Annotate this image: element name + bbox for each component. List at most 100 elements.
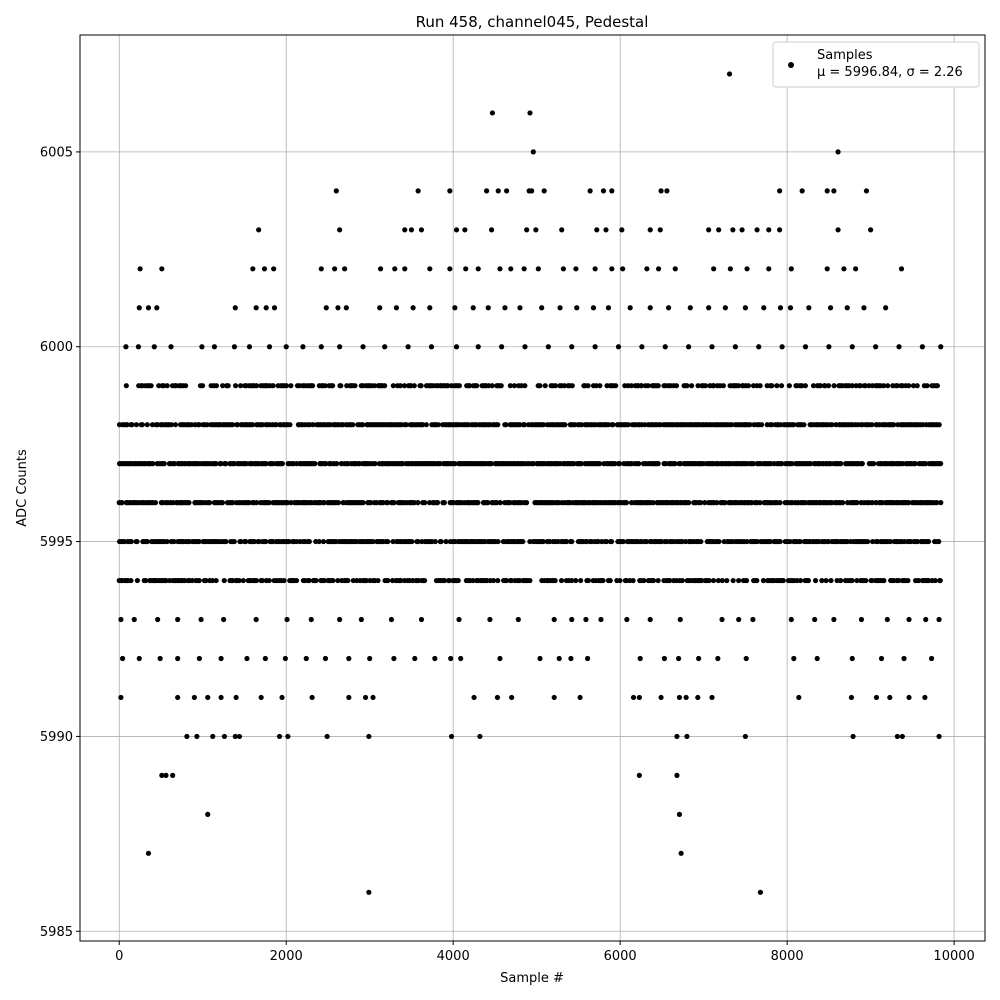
data-point: [189, 577, 195, 584]
data-point: [769, 383, 775, 389]
data-point: [219, 500, 226, 506]
data-point: [382, 383, 388, 389]
data-point: [452, 461, 458, 467]
data-point: [806, 305, 812, 311]
data-point: [912, 461, 918, 467]
data-point: [136, 305, 142, 311]
data-point: [617, 577, 623, 584]
data-point: [370, 694, 376, 701]
data-point: [569, 616, 575, 623]
data-point: [497, 655, 503, 662]
data-point: [777, 188, 783, 194]
data-point: [624, 616, 630, 623]
data-point: [881, 577, 887, 584]
data-point: [377, 305, 383, 311]
data-point: [537, 655, 543, 662]
data-point: [541, 188, 547, 194]
data-point: [924, 383, 930, 389]
data-point: [196, 538, 202, 545]
data-point: [923, 461, 929, 467]
data-point: [645, 383, 651, 389]
data-point: [678, 850, 684, 856]
data-point: [801, 422, 807, 428]
data-point: [358, 616, 364, 623]
data-point: [679, 538, 685, 545]
data-point: [221, 616, 227, 623]
data-point: [779, 461, 785, 467]
data-point: [343, 305, 349, 311]
data-point: [859, 461, 865, 467]
data-point: [507, 383, 513, 389]
data-point: [539, 305, 545, 311]
data-point: [739, 227, 745, 233]
data-point: [203, 577, 209, 584]
data-point: [722, 305, 728, 311]
data-point: [490, 577, 497, 584]
data-point: [600, 577, 606, 584]
data-point: [573, 266, 579, 272]
data-point: [743, 655, 749, 662]
data-point: [159, 772, 165, 778]
x-tick-label: 0: [115, 949, 123, 964]
data-point: [256, 227, 262, 233]
data-point: [612, 461, 618, 467]
data-point: [306, 577, 312, 584]
data-point: [231, 538, 237, 545]
data-point: [745, 383, 752, 389]
data-point: [848, 694, 855, 701]
data-point: [786, 383, 792, 389]
data-point: [171, 538, 177, 545]
data-point: [488, 227, 495, 233]
data-point: [698, 538, 704, 545]
data-point: [664, 188, 670, 194]
data-point: [409, 538, 415, 545]
data-point: [551, 616, 557, 623]
data-point: [598, 616, 604, 623]
data-point: [938, 344, 944, 350]
data-point: [232, 305, 238, 311]
data-point: [276, 733, 283, 740]
data-point: [679, 577, 685, 584]
data-point: [563, 538, 570, 545]
data-point: [475, 344, 481, 350]
data-point: [220, 383, 226, 389]
data-point: [597, 383, 603, 389]
data-point: [258, 694, 264, 701]
x-tick-label: 6000: [604, 949, 637, 964]
data-point: [695, 694, 701, 701]
data-point: [346, 694, 352, 701]
data-point: [869, 577, 875, 584]
data-point: [545, 344, 551, 350]
data-point: [608, 538, 615, 545]
data-point: [199, 383, 206, 389]
data-point: [330, 577, 336, 584]
data-point: [817, 383, 824, 389]
data-point: [854, 577, 860, 584]
x-tick-label: 4000: [437, 949, 470, 964]
data-point: [760, 577, 767, 584]
data-point: [494, 694, 501, 701]
data-point: [123, 383, 129, 389]
data-point: [511, 383, 517, 389]
plot-area-frame: [79, 34, 986, 942]
data-point: [401, 383, 408, 389]
data-point: [432, 655, 438, 662]
data-point: [934, 383, 940, 389]
data-point: [658, 188, 664, 194]
data-point: [605, 422, 611, 428]
data-point: [175, 616, 181, 623]
data-point: [196, 577, 202, 584]
data-point: [410, 305, 416, 311]
data-point: [129, 422, 135, 428]
data-point: [230, 500, 236, 506]
data-point: [887, 538, 894, 545]
data-point: [569, 538, 575, 545]
data-point: [309, 383, 316, 389]
data-point: [462, 227, 468, 233]
data-point: [321, 577, 327, 584]
data-point: [253, 616, 259, 623]
data-point: [367, 655, 373, 662]
legend-box: [772, 41, 980, 88]
data-point: [475, 500, 481, 506]
data-point: [552, 383, 559, 389]
